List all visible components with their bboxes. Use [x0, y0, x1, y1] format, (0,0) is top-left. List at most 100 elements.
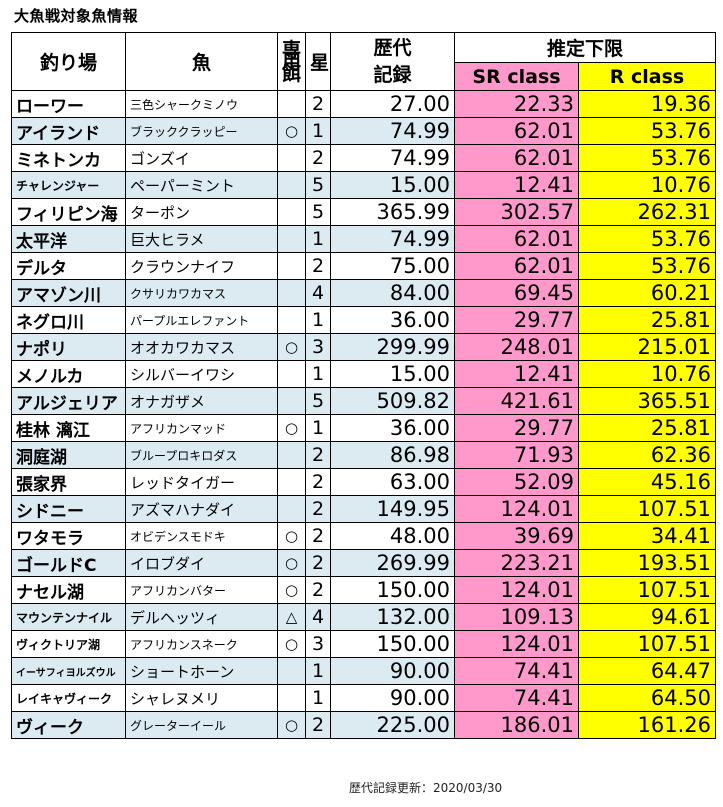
r-class-cell: 25.81	[577, 414, 717, 442]
r-class-cell: 60.21	[577, 279, 717, 307]
table-row: ローワー 三色シャークミノウ 2 27.00 22.33 19.36	[11, 90, 717, 118]
spot-cell: ヴィクトリア湖	[11, 630, 126, 658]
spot-cell: ワタモラ	[11, 522, 126, 550]
record-cell: 15.00	[330, 360, 455, 388]
star-cell: 2	[305, 576, 331, 604]
table-row: ヴィクトリア湖 アフリカンスネーク ○ 3 150.00 124.01 107.51	[11, 630, 717, 658]
table-row: チャレンジャー ペーパーミント 5 15.00 12.41 10.76	[11, 171, 717, 199]
table-row: 太平洋 巨大ヒラメ 1 74.99 62.01 53.76	[11, 225, 717, 253]
fish-cell: シャレヌメリ	[125, 684, 278, 712]
record-cell: 150.00	[330, 630, 455, 658]
sr-class-cell: 29.77	[454, 414, 579, 442]
r-class-cell: 193.51	[577, 549, 717, 577]
record-cell: 84.00	[330, 279, 455, 307]
star-cell: 2	[305, 144, 331, 172]
sr-class-cell: 124.01	[454, 495, 579, 523]
bait-cell	[277, 252, 306, 280]
record-cell: 15.00	[330, 171, 455, 199]
table-row: フィリピン海 ターポン 5 365.99 302.57 262.31	[11, 198, 717, 226]
star-cell: 1	[305, 360, 331, 388]
table-row: デルタ クラウンナイフ 2 75.00 62.01 53.76	[11, 252, 717, 280]
fish-cell: ゴンズイ	[125, 144, 278, 172]
spot-cell: レイキャヴィーク	[11, 684, 126, 712]
spot-cell: アイランド	[11, 117, 126, 145]
header-record: 歴代 記録	[330, 32, 455, 91]
spot-cell: メノルカ	[11, 360, 126, 388]
sr-class-cell: 302.57	[454, 198, 579, 226]
record-cell: 90.00	[330, 657, 455, 685]
table-row: ミネトンカ ゴンズイ 2 74.99 62.01 53.76	[11, 144, 717, 172]
record-cell: 90.00	[330, 684, 455, 712]
header-sr-class: SR class	[454, 62, 579, 91]
bait-cell: ○	[277, 576, 306, 604]
record-cell: 269.99	[330, 549, 455, 577]
spot-cell: 張家界	[11, 468, 126, 496]
sr-class-cell: 39.69	[454, 522, 579, 550]
star-cell: 4	[305, 603, 331, 631]
r-class-cell: 64.47	[577, 657, 717, 685]
header-bait-label: 専用餌	[282, 38, 302, 85]
record-cell: 75.00	[330, 252, 455, 280]
r-class-cell: 53.76	[577, 144, 717, 172]
star-cell: 1	[305, 306, 331, 334]
spot-cell: ナポリ	[11, 333, 126, 361]
bait-cell: ○	[277, 711, 306, 739]
fish-cell: アフリカンマッド	[125, 414, 278, 442]
fish-cell: オナガザメ	[125, 387, 278, 415]
spot-cell: アマゾン川	[11, 279, 126, 307]
star-cell: 2	[305, 252, 331, 280]
bait-cell	[277, 279, 306, 307]
star-cell: 2	[305, 549, 331, 577]
star-cell: 1	[305, 414, 331, 442]
sr-class-cell: 69.45	[454, 279, 579, 307]
fish-cell: アフリカンスネーク	[125, 630, 278, 658]
star-cell: 1	[305, 225, 331, 253]
record-cell: 74.99	[330, 144, 455, 172]
sheet-title: 大魚戦対象魚情報	[14, 7, 139, 25]
bait-cell	[277, 495, 306, 523]
table-row: ネグロ川 パープルエレファント 1 36.00 29.77 25.81	[11, 306, 717, 334]
star-cell: 2	[305, 90, 331, 118]
star-cell: 5	[305, 198, 331, 226]
record-cell: 74.99	[330, 225, 455, 253]
bait-cell	[277, 657, 306, 685]
star-cell: 5	[305, 171, 331, 199]
fish-cell: ブループロキロダス	[125, 441, 278, 469]
bait-cell: ○	[277, 333, 306, 361]
table-row: アイランド ブラッククラッピー ○ 1 74.99 62.01 53.76	[11, 117, 717, 145]
fish-cell: ターポン	[125, 198, 278, 226]
record-cell: 365.99	[330, 198, 455, 226]
fish-cell: オオカワカマス	[125, 333, 278, 361]
spot-cell: ローワー	[11, 90, 126, 118]
fish-cell: クサリカワカマス	[125, 279, 278, 307]
spot-cell: シドニー	[11, 495, 126, 523]
fish-cell: ペーパーミント	[125, 171, 278, 199]
fish-cell: 巨大ヒラメ	[125, 225, 278, 253]
star-cell: 2	[305, 441, 331, 469]
r-class-cell: 107.51	[577, 495, 717, 523]
header-r-class: R class	[577, 62, 717, 91]
star-cell: 2	[305, 522, 331, 550]
bait-cell	[277, 306, 306, 334]
fish-cell: シルバーイワシ	[125, 360, 278, 388]
header-estimate: 推定下限	[453, 32, 717, 63]
fish-cell: ショートホーン	[125, 657, 278, 685]
bait-cell: ○	[277, 549, 306, 577]
sr-class-cell: 124.01	[454, 576, 579, 604]
header-star: 星	[305, 32, 331, 91]
star-cell: 2	[305, 468, 331, 496]
record-cell: 74.99	[330, 117, 455, 145]
record-cell: 36.00	[330, 306, 455, 334]
bait-cell	[277, 468, 306, 496]
record-cell: 27.00	[330, 90, 455, 118]
r-class-cell: 19.36	[577, 90, 717, 118]
fish-cell: パープルエレファント	[125, 306, 278, 334]
r-class-cell: 53.76	[577, 117, 717, 145]
sr-class-cell: 74.41	[454, 657, 579, 685]
fish-cell: クラウンナイフ	[125, 252, 278, 280]
bait-cell	[277, 387, 306, 415]
spot-cell: ゴールドC	[11, 549, 126, 577]
sr-class-cell: 248.01	[454, 333, 579, 361]
sr-class-cell: 223.21	[454, 549, 579, 577]
r-class-cell: 107.51	[577, 630, 717, 658]
